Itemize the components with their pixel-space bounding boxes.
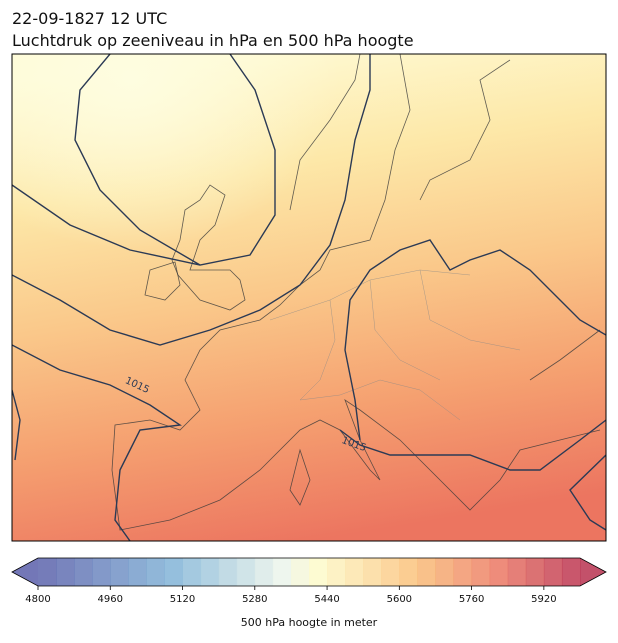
colorbar-outline [11, 557, 607, 587]
colorbar-segment [561, 558, 581, 586]
map-frame [11, 53, 607, 542]
coastlines [111, 54, 601, 531]
colorbar-segment [272, 558, 292, 586]
map: 1015 1015 [12, 54, 606, 541]
colorbar-segment [128, 558, 147, 586]
isobars [12, 54, 606, 541]
colorbar-label: 500 hPa hoogte in meter [241, 616, 378, 629]
colorbar: 4800 4960 5120 5280 5440 5600 5760 5920 [11, 557, 607, 605]
colorbar-extend-min [12, 558, 38, 586]
colorbar-segment [182, 558, 202, 586]
colorbar-segment [345, 558, 364, 586]
title-line-1: 22-09-1827 12 UTC [12, 9, 167, 28]
colorbar-segment [327, 558, 346, 586]
colorbar-tick-label: 4800 [25, 594, 50, 605]
colorbar-segment [507, 558, 527, 586]
colorbar-tick-label: 4960 [98, 594, 123, 605]
colorbar-segment [435, 558, 455, 586]
colorbar-segment [200, 558, 220, 586]
colorbar-extend-max [580, 558, 606, 586]
colorbar-tick-label: 5600 [387, 594, 412, 605]
colorbar-segment [363, 558, 382, 586]
colorbar-segment [38, 558, 57, 586]
colorbar-tick-label: 5120 [170, 594, 195, 605]
colorbar-segment [525, 558, 545, 586]
colorbar-segment [56, 558, 75, 586]
colorbar-segment [309, 558, 328, 586]
colorbar-segment [164, 558, 184, 586]
colorbar-segment [399, 558, 418, 586]
colorbar-segment [74, 558, 93, 586]
colorbar-segment [254, 558, 274, 586]
colorbar-segment [236, 558, 256, 586]
colorbar-segment [471, 558, 491, 586]
colorbar-segment [146, 558, 165, 586]
height-high [12, 54, 606, 541]
colorbar-segment [417, 558, 436, 586]
colorbar-segment [381, 558, 400, 586]
borders [269, 269, 521, 421]
colorbar-tick-label: 5920 [531, 594, 556, 605]
colorbar-segment [489, 558, 509, 586]
title-line-2: Luchtdruk op zeeniveau in hPa en 500 hPa… [12, 31, 414, 50]
colorbar-tick-label: 5760 [459, 594, 484, 605]
colorbar-tick-label: 5280 [242, 594, 267, 605]
colorbar-segment [218, 558, 238, 586]
colorbar-segment [453, 558, 473, 586]
colorbar-segment [92, 558, 111, 586]
colorbar-segment [290, 558, 310, 586]
colorbar-segment [543, 558, 563, 586]
colorbar-segment [110, 558, 129, 586]
colorbar-tick-label: 5440 [314, 594, 339, 605]
